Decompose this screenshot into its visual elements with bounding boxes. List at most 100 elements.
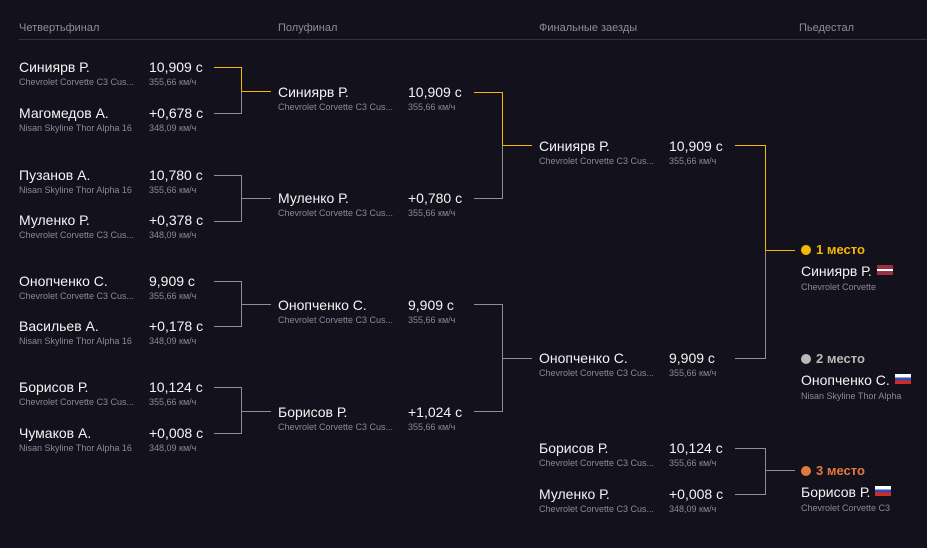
podium-third: 3 место Борисов Р. Chevrolet Corvette C3 [801,463,921,513]
top-speed: 348,09 км/ч [149,443,197,453]
driver-name: Борисов Р. [278,404,348,420]
bracket-connector [735,145,795,251]
car-model: Nisan Skyline Thor Alpha 16 [19,185,132,195]
bracket-connector [474,145,503,199]
podium-driver-name: Онопченко С. [801,372,890,388]
race-time: +0,178 с [149,318,204,334]
top-speed: 355,66 км/ч [669,458,717,468]
bracket-connector [474,304,532,359]
top-speed: 348,09 км/ч [669,504,717,514]
driver-name: Васильев А. [19,318,99,334]
top-speed: 355,66 км/ч [408,208,456,218]
driver-name: Муленко Р. [539,486,610,502]
car-model: Chevrolet Corvette C3 Cus... [539,156,655,166]
podium-first: 1 место Синиярв Р. Chevrolet Corvette [801,242,921,292]
car-model: Chevrolet Corvette C3 Cus... [19,230,135,240]
top-speed: 355,66 км/ч [149,397,197,407]
driver-name: Онопченко С. [19,273,108,289]
race-time: 9,909 с [669,350,715,366]
top-speed: 355,66 км/ч [149,185,197,195]
race-time: +0,008 с [669,486,724,502]
bracket-connector [735,470,766,495]
car-model: Nisan Skyline Thor Alpha 16 [19,336,132,346]
header-podium: Пьедестал [799,22,854,34]
bracket-entry[interactable]: Онопченко С. Chevrolet Corvette C3 Cus...… [19,273,219,307]
top-speed: 355,66 км/ч [408,102,456,112]
bracket-connector [735,250,766,359]
race-time: 10,780 с [149,167,203,183]
bracket-connector [214,387,271,412]
bracket-entry[interactable]: Пузанов А. Nisan Skyline Thor Alpha 16 10,… [19,167,219,201]
race-time: 10,124 с [669,440,723,456]
driver-name: Магомедов А. [19,105,109,121]
bracket-entry[interactable]: Борисов Р. Chevrolet Corvette C3 Cus... 10… [19,379,219,413]
podium-place-label: 2 место [816,351,865,366]
car-model: Chevrolet Corvette C3 Cus... [19,291,135,301]
driver-name: Онопченко С. [278,297,367,313]
bracket-entry[interactable]: Магомедов А. Nisan Skyline Thor Alpha 16 +… [19,105,219,139]
bracket-connector [214,67,271,92]
bracket-connector [214,411,242,434]
bracket-entry[interactable]: Муленко Р. Chevrolet Corvette C3 Cus... +0… [19,212,219,246]
russia-flag-icon [894,374,911,384]
silver-medal-icon [801,354,811,364]
bracket-entry[interactable]: Васильев А. Nisan Skyline Thor Alpha 16 +0… [19,318,219,352]
bracket-entry[interactable]: Онопченко С. Chevrolet Corvette C3 Cus...… [539,350,739,384]
top-speed: 355,66 км/ч [149,291,197,301]
podium-car: Chevrolet Corvette [801,282,877,292]
latvia-flag-icon [876,265,893,275]
car-model: Chevrolet Corvette C3 Cus... [278,208,394,218]
header-divider [19,39,927,40]
bracket-connector [735,448,795,471]
driver-name: Синиярв Р. [539,138,610,154]
bracket-connector [214,281,271,305]
race-time: +0,008 с [149,425,204,441]
bracket-entry[interactable]: Муленко Р. Chevrolet Corvette C3 Cus... +0… [278,190,478,224]
race-time: 10,124 с [149,379,203,395]
bracket-connector [474,92,532,146]
race-time: 10,909 с [408,84,462,100]
bracket-connector [474,358,503,412]
bracket-entry[interactable]: Борисов Р. Chevrolet Corvette C3 Cus... +1… [278,404,478,438]
top-speed: 348,09 км/ч [149,123,197,133]
podium-driver-name: Борисов Р. [801,484,871,500]
car-model: Chevrolet Corvette C3 Cus... [278,102,394,112]
bracket-entry[interactable]: Синиярв Р. Chevrolet Corvette C3 Cus... 10… [539,138,739,172]
driver-name: Борисов Р. [19,379,89,395]
podium-place-label: 3 место [816,463,865,478]
driver-name: Муленко Р. [19,212,90,228]
car-model: Chevrolet Corvette C3 Cus... [19,397,135,407]
car-model: Chevrolet Corvette C3 Cus... [278,422,394,432]
podium-second: 2 место Онопченко С. Nisan Skyline Thor … [801,351,921,401]
top-speed: 355,66 км/ч [408,315,456,325]
driver-name: Пузанов А. [19,167,91,183]
podium-place-label: 1 место [816,242,865,257]
race-time: 9,909 с [408,297,454,313]
top-speed: 355,66 км/ч [669,368,717,378]
race-time: +0,678 с [149,105,204,121]
bracket-entry[interactable]: Борисов Р. Chevrolet Corvette C3 Cus... 10… [539,440,739,474]
driver-name: Чумаков А. [19,425,92,441]
car-model: Chevrolet Corvette C3 Cus... [539,504,655,514]
top-speed: 355,66 км/ч [408,422,456,432]
bracket-entry[interactable]: Синиярв Р. Chevrolet Corvette C3 Cus... 10… [19,59,219,93]
car-model: Chevrolet Corvette C3 Cus... [539,458,655,468]
podium-car: Nisan Skyline Thor Alpha [801,391,902,401]
bracket-entry[interactable]: Чумаков А. Nisan Skyline Thor Alpha 16 +0,… [19,425,219,459]
bracket-entry[interactable]: Муленко Р. Chevrolet Corvette C3 Cus... +0… [539,486,739,520]
bracket-connector [214,175,271,199]
driver-name: Синиярв Р. [278,84,349,100]
car-model: Nisan Skyline Thor Alpha 16 [19,443,132,453]
podium-car: Chevrolet Corvette C3 [801,503,891,513]
race-time: 10,909 с [669,138,723,154]
driver-name: Онопченко С. [539,350,628,366]
car-model: Nisan Skyline Thor Alpha 16 [19,123,132,133]
bracket-entry[interactable]: Онопченко С. Chevrolet Corvette C3 Cus...… [278,297,478,331]
bracket-entry[interactable]: Синиярв Р. Chevrolet Corvette C3 Cus... 10… [278,84,478,118]
podium-driver-name: Синиярв Р. [801,263,872,279]
gold-medal-icon [801,245,811,255]
driver-name: Борисов Р. [539,440,609,456]
race-time: +0,780 с [408,190,463,206]
